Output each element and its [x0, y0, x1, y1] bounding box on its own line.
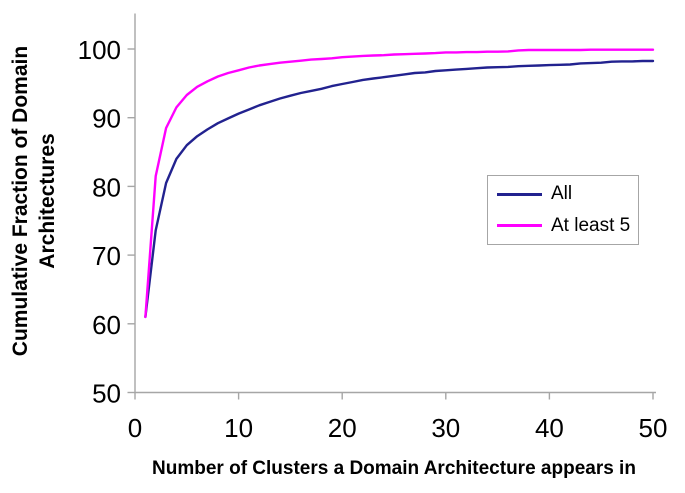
y-axis-title-line1: Cumulative Fraction of Domain — [9, 45, 32, 357]
y-tick-label: 60 — [92, 310, 121, 340]
legend-label-at-least-5: At least 5 — [551, 214, 631, 236]
data-series — [144, 48, 655, 319]
y-tick-label: 90 — [92, 104, 121, 134]
y-tick-label: 80 — [92, 172, 121, 202]
x-axis-title: Number of Clusters a Domain Architecture… — [152, 458, 636, 479]
tick-labels: 50 60 70 80 90 100 0 10 20 30 40 50 — [78, 35, 668, 443]
y-tick-label: 50 — [92, 379, 121, 409]
x-tick-label: 10 — [224, 413, 253, 443]
legend-item-all: All — [488, 181, 638, 207]
x-tick-label: 50 — [639, 413, 668, 443]
x-tick-label: 0 — [128, 413, 142, 443]
y-tick-label: 70 — [92, 241, 121, 271]
series-line-at-least-5 — [144, 48, 655, 319]
series-line-all — [144, 59, 655, 319]
legend-label-all: All — [551, 183, 573, 205]
at-least-5-series-line-swatch — [497, 224, 542, 228]
x-tick-label: 40 — [535, 413, 564, 443]
all-series-line-swatch — [497, 192, 542, 196]
y-tick-label: 100 — [78, 35, 121, 65]
tick-marks — [127, 48, 654, 400]
legend: All At least 5 — [487, 175, 639, 245]
x-tick-label: 30 — [431, 413, 460, 443]
y-axis-title-line2: Architectures — [36, 133, 59, 269]
x-tick-label: 20 — [328, 413, 357, 443]
y-axis-title: Cumulative Fraction of Domain Architectu… — [7, 1, 63, 401]
legend-item-at-least-5: At least 5 — [488, 213, 638, 239]
